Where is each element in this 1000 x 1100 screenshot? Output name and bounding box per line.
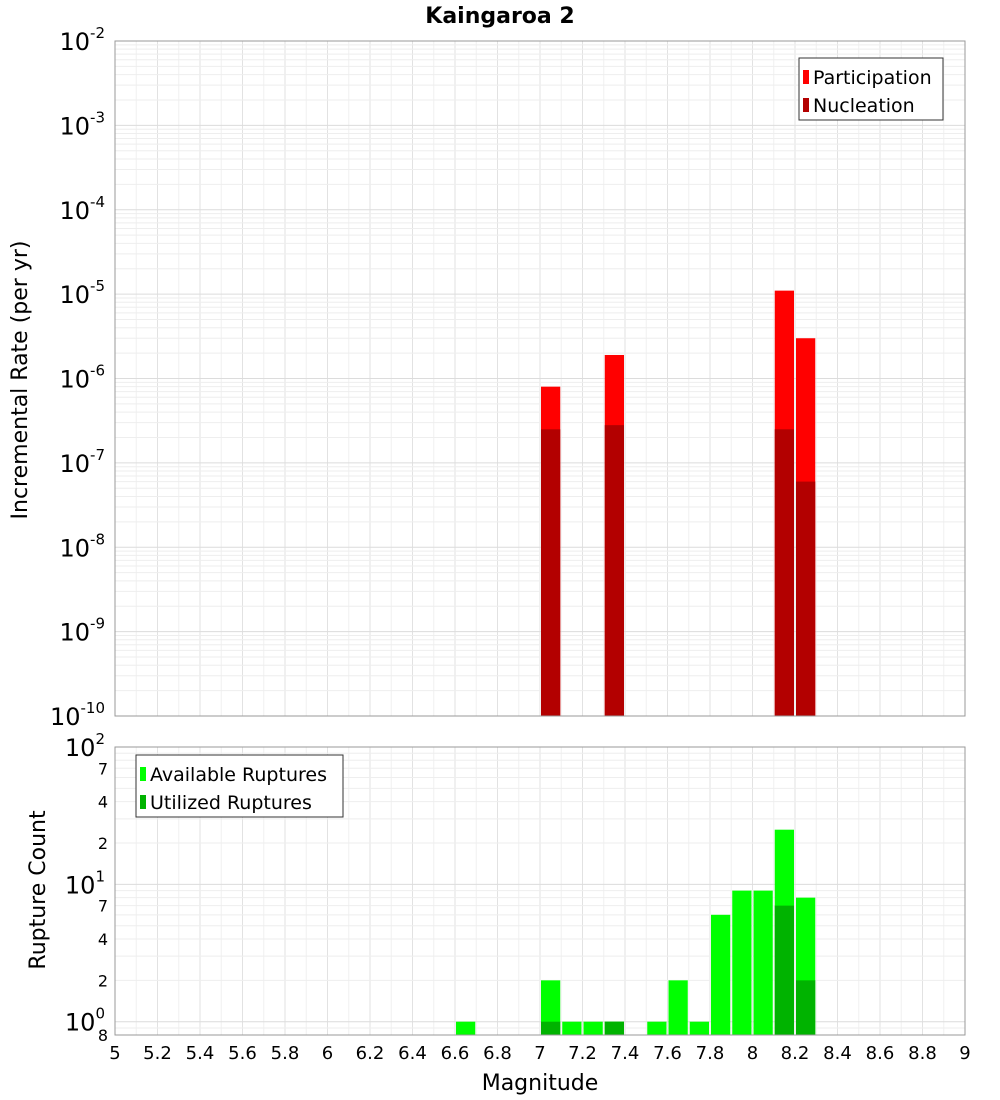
bottom-bar-primary xyxy=(583,1021,603,1035)
bottom-bar-primary xyxy=(456,1021,476,1035)
x-tick-label: 7.2 xyxy=(568,1043,597,1064)
x-tick-label: 8.2 xyxy=(781,1043,810,1064)
top-y-tick-label: 10-8 xyxy=(59,530,105,562)
top-y-tick-label: 10-9 xyxy=(59,615,105,647)
bottom-bar-primary xyxy=(711,914,731,1035)
bottom-legend-box xyxy=(135,754,344,818)
top-bar-secondary xyxy=(541,429,561,716)
bottom-y-minor-tick-label: 4 xyxy=(98,793,108,812)
x-tick-label: 7 xyxy=(534,1043,545,1064)
x-tick-label: 6.2 xyxy=(356,1043,385,1064)
x-tick-label: 9 xyxy=(959,1043,970,1064)
bottom-bar-secondary xyxy=(604,1021,624,1035)
bottom-bar-primary xyxy=(647,1021,667,1035)
bottom-bar-primary xyxy=(753,890,773,1035)
bottom-y-minor-tick-label: 4 xyxy=(98,930,108,949)
bottom-y-minor-tick-label: 2 xyxy=(98,971,108,990)
top-y-tick-label: 10-6 xyxy=(59,362,105,394)
x-tick-label: 6.8 xyxy=(483,1043,512,1064)
x-axis-label: Magnitude xyxy=(482,1071,599,1096)
top-y-tick-label: 10-4 xyxy=(59,193,105,225)
plot-layer: 10-2 10-3 10-4 10-5 10-6 10-7 10-8 10-9 10-10102… xyxy=(50,24,971,1064)
bottom-legend: Available Ruptures Utilized Ruptures xyxy=(135,754,344,818)
x-tick-label: 5.2 xyxy=(143,1043,172,1064)
top-y-axis-label: Incremental Rate (per yr) xyxy=(8,241,33,520)
x-tick-label: 5 xyxy=(109,1043,120,1064)
bottom-legend-swatch xyxy=(140,795,146,809)
bottom-bar-secondary xyxy=(541,1021,561,1035)
top-legend-box xyxy=(798,57,944,121)
bottom-legend-label: Available Ruptures xyxy=(150,764,327,786)
top-y-tick-label: 10-7 xyxy=(59,446,105,478)
top-bar-secondary xyxy=(796,481,816,716)
top-legend-swatch xyxy=(803,70,809,84)
x-tick-label: 8 xyxy=(747,1043,758,1064)
bottom-y-minor-tick-label: 7 xyxy=(98,897,108,916)
chart-title: Kaingaroa 2 xyxy=(425,4,574,29)
x-tick-label: 6 xyxy=(322,1043,333,1064)
bottom-plot-frame xyxy=(114,746,966,1036)
x-tick-label: 8.8 xyxy=(908,1043,937,1064)
x-tick-label: 6.4 xyxy=(398,1043,427,1064)
bottom-bar-primary xyxy=(541,980,561,1035)
bottom-y-minor-tick-label: 2 xyxy=(98,834,108,853)
bottom-y-tick-label: 100 xyxy=(65,1005,105,1037)
x-tick-label: 7.6 xyxy=(653,1043,682,1064)
top-y-tick-label: 10-10 xyxy=(50,699,105,731)
x-tick-label: 5.8 xyxy=(271,1043,300,1064)
bottom-bar-secondary xyxy=(796,980,816,1035)
bottom-bar-primary xyxy=(732,890,752,1035)
top-legend-swatch xyxy=(803,98,809,112)
top-legend-label: Nucleation xyxy=(813,95,915,117)
bottom-y-minor-tick-label: 8 xyxy=(98,1026,108,1045)
bottom-bar-primary xyxy=(668,980,688,1035)
bottom-bar-primary xyxy=(689,1021,709,1035)
x-tick-label: 5.4 xyxy=(186,1043,215,1064)
bottom-bar-secondary xyxy=(774,905,794,1035)
top-y-tick-label: 10-3 xyxy=(59,108,105,140)
top-bar-secondary xyxy=(774,429,794,716)
x-tick-label: 7.8 xyxy=(696,1043,725,1064)
bottom-bar-primary xyxy=(562,1021,582,1035)
top-y-tick-label: 10-2 xyxy=(59,24,105,56)
bottom-y-tick-label: 101 xyxy=(65,867,105,899)
x-tick-label: 7.4 xyxy=(611,1043,640,1064)
bottom-y-axis-label: Rupture Count xyxy=(26,810,51,970)
x-tick-label: 8.6 xyxy=(866,1043,895,1064)
top-bar-secondary xyxy=(604,425,624,716)
x-tick-label: 8.4 xyxy=(823,1043,852,1064)
top-legend-label: Participation xyxy=(813,67,932,89)
x-tick-label: 6.6 xyxy=(441,1043,470,1064)
top-legend: Participation Nucleation xyxy=(798,57,944,121)
bottom-legend-swatch xyxy=(140,767,146,781)
bottom-y-tick-label: 102 xyxy=(65,730,105,762)
bottom-y-minor-tick-label: 7 xyxy=(98,759,108,778)
top-plot-frame xyxy=(114,40,966,717)
x-tick-label: 5.6 xyxy=(228,1043,257,1064)
top-y-tick-label: 10-5 xyxy=(59,277,105,309)
bottom-legend-label: Utilized Ruptures xyxy=(150,792,312,814)
